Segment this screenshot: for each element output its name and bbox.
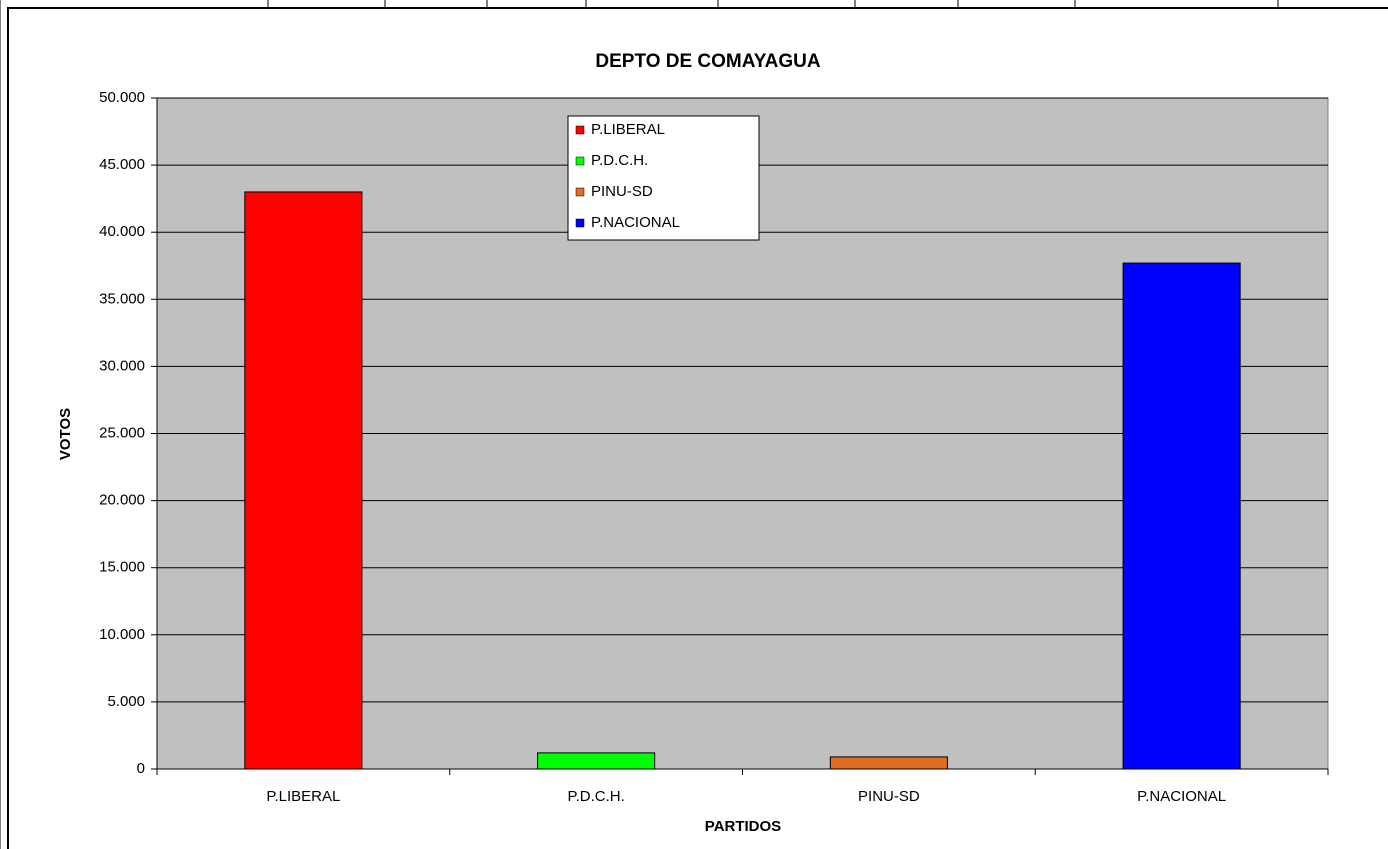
- x-tick-label: P.D.C.H.: [568, 788, 625, 805]
- bar: [244, 191, 363, 770]
- legend-box: [567, 115, 760, 241]
- chart-title: DEPTO DE COMAYAGUA: [595, 51, 821, 72]
- bar: [1122, 262, 1241, 770]
- legend-label: P.NACIONAL: [591, 214, 680, 231]
- y-tick-label: 25.000: [99, 424, 145, 441]
- legend-swatch: [575, 218, 585, 228]
- y-tick-label: 50.000: [99, 89, 145, 106]
- y-tick-label: 30.000: [99, 357, 145, 374]
- legend-label: PINU-SD: [591, 183, 653, 200]
- bar: [829, 756, 948, 770]
- legend-label: P.LIBERAL: [591, 121, 665, 138]
- y-tick-label: 0: [137, 760, 145, 777]
- y-tick-label: 20.000: [99, 492, 145, 509]
- legend-label: P.D.C.H.: [591, 152, 648, 169]
- y-tick-label: 40.000: [99, 223, 145, 240]
- y-tick-label: 35.000: [99, 290, 145, 307]
- x-tick-label: P.NACIONAL: [1137, 788, 1226, 805]
- legend-swatch: [575, 125, 585, 135]
- y-tick-label: 10.000: [99, 626, 145, 643]
- legend-swatch: [575, 187, 585, 197]
- y-axis-label: VOTOS: [57, 408, 74, 460]
- bar: [537, 752, 656, 770]
- x-axis-label: PARTIDOS: [705, 818, 781, 835]
- y-tick-label: 5.000: [107, 693, 145, 710]
- legend: P.LIBERAL P.D.C.H. PINU-SD P.NACIONAL: [567, 115, 760, 241]
- y-tick-label: 45.000: [99, 156, 145, 173]
- y-tick-label: 15.000: [99, 559, 145, 576]
- legend-swatch: [575, 156, 585, 166]
- x-tick-label: PINU-SD: [858, 788, 920, 805]
- sheet-grid: [0, 0, 1279, 849]
- x-tick-label: P.LIBERAL: [266, 788, 340, 805]
